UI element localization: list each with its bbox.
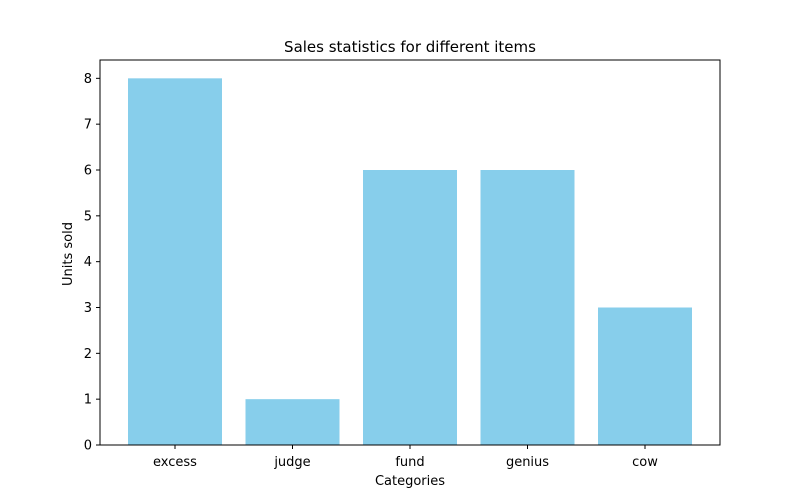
x-ticks: excess judge fund genius cow [153,445,658,470]
x-tick-label: genius [506,455,549,470]
x-tick-label: fund [395,455,424,470]
y-tick-label: 4 [84,255,92,270]
plot-frame [99,59,721,446]
y-tick-label: 6 [84,164,92,179]
bar-fund [363,170,457,445]
x-axis-label: Categories [375,474,445,489]
bar-judge [245,399,340,445]
x-tick-label: judge [273,455,310,470]
y-tick-label: 1 [84,393,92,408]
y-tick-label: 0 [84,439,92,454]
y-ticks: 0 1 2 3 4 5 6 7 8 [84,72,100,454]
chart-title: Sales statistics for different items [284,38,536,56]
y-tick-label: 3 [84,301,92,316]
x-tick-label: cow [632,455,658,470]
y-axis-label: Units sold [61,222,76,286]
y-tick-label: 2 [84,347,92,362]
bar-excess [128,78,222,445]
bar-genius [480,170,575,445]
bar-cow [598,307,692,445]
y-tick-label: 5 [84,209,92,224]
x-tick-label: excess [153,455,197,470]
bars-layer [128,78,692,445]
y-tick-label: 8 [84,72,92,87]
y-tick-label: 7 [84,118,92,133]
